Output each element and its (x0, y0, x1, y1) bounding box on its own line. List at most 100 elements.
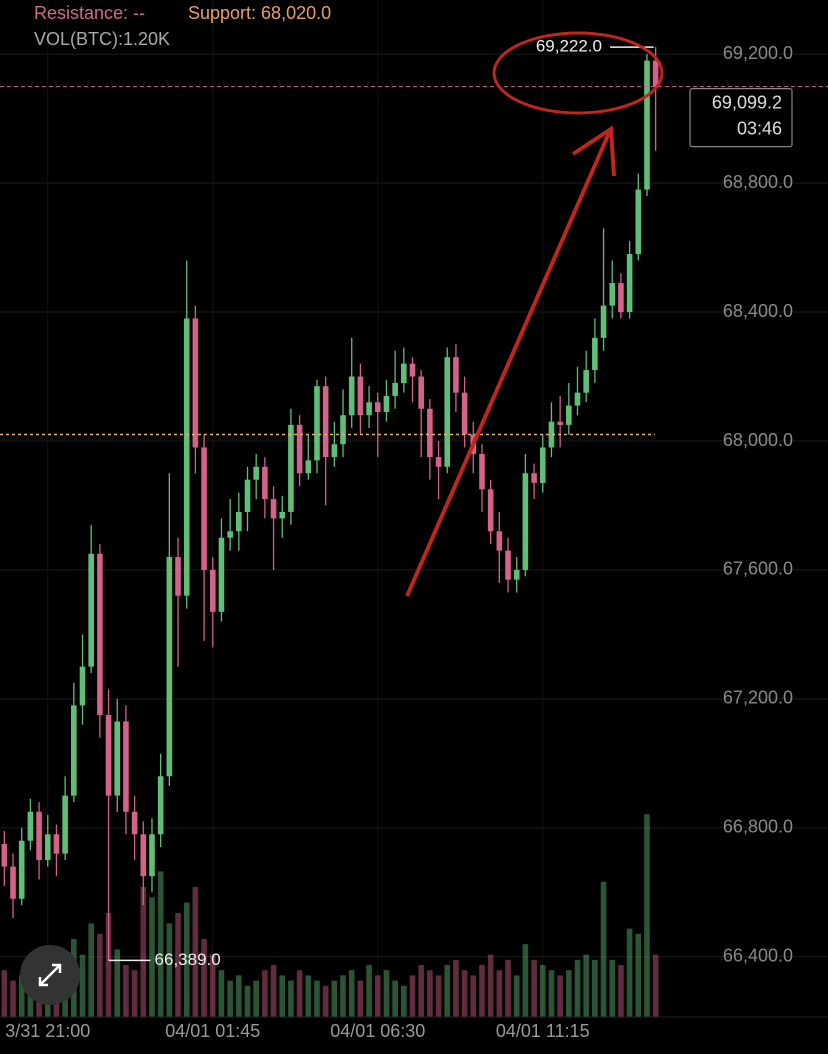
x-tick-label: 3/31 21:00 (5, 1021, 90, 1041)
countdown-label: 03:46 (737, 118, 782, 138)
candle-body (592, 337, 598, 371)
volume-bar (644, 814, 650, 1017)
volume-bar (401, 985, 407, 1017)
candle-body (53, 834, 60, 854)
volume-bar (322, 985, 329, 1017)
candle-body (10, 866, 16, 899)
support-label: Support: 68,020.0 (188, 3, 331, 23)
volume-bar (97, 933, 103, 1017)
candle-layer (1, 47, 659, 961)
volume-bar (305, 975, 312, 1017)
y-tick-label: 67,200.0 (723, 688, 793, 708)
candle-body (88, 553, 94, 667)
volume-bar (357, 980, 364, 1017)
candle-body (366, 402, 372, 416)
candle-body (574, 392, 581, 406)
volume-bar (27, 985, 34, 1017)
volume-bar (583, 954, 589, 1017)
low-marker-label: 66,389.0 (155, 950, 221, 969)
volume-bar (566, 970, 572, 1017)
volume-bar (470, 975, 477, 1017)
volume-bar (131, 970, 138, 1017)
candle-body (583, 370, 589, 393)
volume-bar (444, 965, 451, 1017)
candle-body (383, 395, 390, 412)
candle-body (244, 479, 251, 512)
candle-body (166, 557, 173, 777)
volume-bar (227, 980, 233, 1017)
x-tick-label: 04/01 11:15 (496, 1021, 590, 1041)
volume-bar (652, 954, 659, 1017)
candle-body (253, 466, 259, 480)
volume-bar (209, 954, 216, 1017)
candle-body (288, 424, 294, 512)
candle-body (618, 283, 624, 313)
candle-body (1, 843, 8, 867)
volume-bar (340, 975, 346, 1017)
volume-bar (539, 965, 546, 1017)
volume-bar (505, 959, 511, 1017)
candle-body (357, 376, 364, 416)
volume-bar (435, 975, 442, 1017)
volume-bar (383, 970, 390, 1017)
candle-body (331, 444, 338, 458)
candle-body (114, 721, 121, 796)
candle-body (496, 531, 503, 551)
annotation-arrow (405, 132, 611, 597)
volume-bar (496, 970, 503, 1017)
volume-bar (123, 965, 129, 1017)
volume-bar (392, 980, 398, 1017)
volume-bar (114, 949, 121, 1017)
candle-body (192, 318, 199, 448)
volume-bar (331, 980, 338, 1017)
volume-bar (183, 902, 190, 1017)
last-price-box (689, 88, 793, 148)
candle-body (36, 811, 42, 861)
candle-body (635, 189, 642, 255)
candle-body (18, 840, 25, 899)
candle-body (105, 715, 112, 796)
candle-body (123, 721, 129, 812)
volume-bar (453, 959, 459, 1017)
candle-body (262, 466, 268, 500)
volume-bar (270, 965, 277, 1017)
volume-bar (609, 959, 616, 1017)
candle-body (392, 382, 398, 396)
candle-body (427, 408, 433, 458)
volume-bar (79, 954, 86, 1017)
volume-bar (149, 897, 155, 1017)
annotation-ellipse (492, 31, 664, 115)
volume-bar (374, 975, 381, 1017)
candle-body (79, 666, 86, 706)
candle-body (322, 386, 329, 458)
candle-body (557, 421, 563, 425)
candle-body (201, 447, 207, 570)
overlay-layer: 66,400.0 66,800.0 67,200.0 67,600.0 68,000.0… (0, 37, 828, 1041)
candle-body (539, 447, 546, 483)
volume-bar (461, 970, 468, 1017)
y-tick-label: 69,200.0 (723, 43, 793, 63)
candle-body (175, 557, 181, 596)
expand-icon[interactable] (38, 963, 62, 987)
volume-bar (88, 923, 94, 1017)
y-tick-label: 66,400.0 (723, 946, 793, 966)
candle-body (314, 386, 320, 461)
volume-bar (592, 959, 598, 1017)
volume-bar (10, 980, 16, 1017)
volume-bar (522, 944, 529, 1017)
candle-body (626, 254, 633, 313)
candle-body (401, 363, 407, 383)
volume-bar (557, 975, 563, 1017)
candle-body (71, 705, 77, 796)
y-tick-label: 68,400.0 (723, 301, 793, 321)
candle-body (505, 550, 511, 580)
volume-bar (626, 928, 633, 1017)
volume-bar (418, 965, 424, 1017)
x-tick-label: 04/01 06:30 (330, 1021, 425, 1041)
volume-bar (175, 913, 181, 1017)
candle-body (270, 499, 277, 519)
volume-bar (531, 959, 537, 1017)
candle-body (461, 392, 468, 435)
expand-button[interactable] (20, 945, 80, 1005)
candle-body (453, 357, 459, 393)
